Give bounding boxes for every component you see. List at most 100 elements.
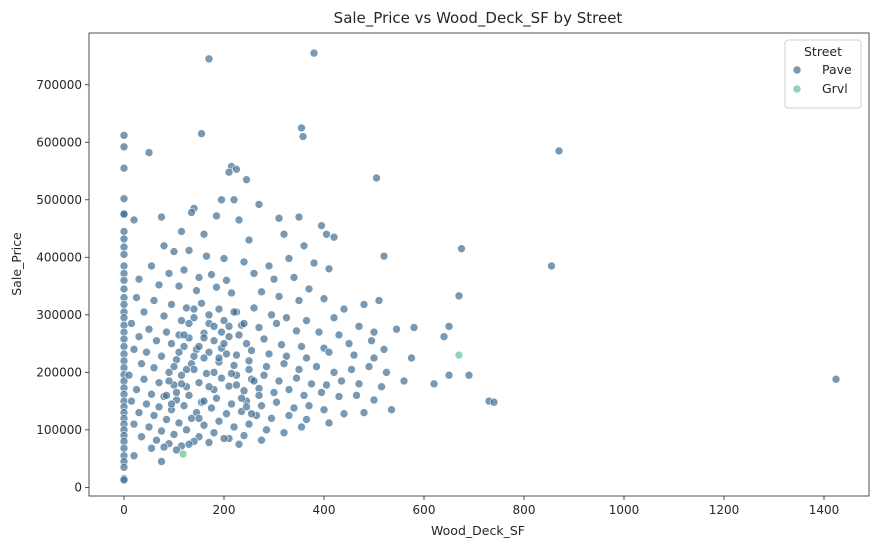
point-pave xyxy=(119,300,129,309)
point-pave xyxy=(309,48,319,58)
point-pave xyxy=(234,215,244,225)
point-pave xyxy=(177,379,186,389)
point-pave xyxy=(119,284,129,294)
y-tick-label: 100000 xyxy=(36,423,82,437)
point-pave xyxy=(202,369,211,378)
point-pave xyxy=(119,313,129,323)
point-pave xyxy=(392,324,401,334)
point-pave xyxy=(179,401,189,411)
point-grvl xyxy=(454,350,464,360)
point-pave xyxy=(219,434,229,443)
point-pave xyxy=(279,230,289,239)
point-pave xyxy=(179,330,189,340)
point-pave xyxy=(197,129,206,138)
point-pave xyxy=(359,300,369,309)
point-pave xyxy=(409,323,419,332)
point-pave xyxy=(257,435,266,445)
legend-label-pave: Pave xyxy=(822,62,852,77)
x-tick-label: 1200 xyxy=(709,503,740,517)
x-tick-label: 0 xyxy=(120,503,128,517)
point-pave xyxy=(172,388,181,397)
x-axis: 0 200 400 600 800 1000 1200 1400 xyxy=(120,496,839,517)
point-pave xyxy=(119,142,129,152)
point-pave xyxy=(119,131,129,140)
point-pave xyxy=(239,386,249,396)
point-pave xyxy=(317,388,326,397)
point-pave xyxy=(324,418,334,428)
point-pave xyxy=(157,212,166,222)
point-pave xyxy=(489,397,499,407)
point-pave xyxy=(264,349,274,359)
point-pave xyxy=(162,391,171,400)
y-tick-label: 600000 xyxy=(36,135,82,149)
point-pave xyxy=(119,334,129,344)
point-pave xyxy=(277,340,286,350)
point-pave xyxy=(119,475,129,485)
point-pave xyxy=(309,258,319,268)
point-pave xyxy=(119,276,129,285)
point-pave xyxy=(144,324,154,334)
point-pave xyxy=(174,418,184,428)
point-pave xyxy=(294,365,304,374)
point-pave xyxy=(229,361,239,370)
point-pave xyxy=(184,319,194,328)
point-pave xyxy=(322,230,331,239)
point-pave xyxy=(189,351,199,361)
point-pave xyxy=(279,428,289,438)
point-pave xyxy=(464,370,474,380)
x-tick-label: 600 xyxy=(413,503,436,517)
point-pave xyxy=(167,399,176,409)
point-pave xyxy=(162,327,171,337)
point-pave xyxy=(129,451,139,461)
point-pave xyxy=(249,376,259,386)
point-pave xyxy=(217,195,226,205)
point-pave xyxy=(244,419,254,429)
point-pave xyxy=(239,319,249,328)
point-pave xyxy=(262,362,271,371)
point-pave xyxy=(174,281,184,291)
point-pave xyxy=(444,322,454,331)
point-pave xyxy=(142,399,151,409)
point-pave xyxy=(119,261,129,271)
point-pave xyxy=(244,235,254,245)
point-pave xyxy=(202,251,211,261)
point-pave xyxy=(232,380,241,390)
point-pave xyxy=(209,428,219,438)
point-pave xyxy=(367,336,376,346)
point-pave xyxy=(214,304,224,314)
point-pave xyxy=(119,250,129,259)
point-pave xyxy=(129,215,139,225)
point-pave xyxy=(377,382,386,392)
point-pave xyxy=(249,269,259,278)
point-pave xyxy=(134,274,144,284)
point-pave xyxy=(129,419,139,429)
point-pave xyxy=(294,296,304,305)
point-pave xyxy=(302,353,311,363)
y-axis: 0 100000 200000 300000 400000 500000 600000 700… xyxy=(36,78,89,494)
point-pave xyxy=(547,261,556,271)
point-pave xyxy=(312,362,321,371)
point-pave xyxy=(284,254,294,263)
point-pave xyxy=(344,339,354,348)
point-pave xyxy=(177,316,186,325)
point-pave xyxy=(157,457,166,466)
point-pave xyxy=(194,414,204,423)
y-tick-label: 500000 xyxy=(36,193,82,207)
point-pave xyxy=(199,230,209,239)
point-pave xyxy=(219,316,229,325)
point-pave xyxy=(142,347,151,357)
point-pave xyxy=(212,211,221,221)
point-pave xyxy=(292,326,301,336)
point-pave xyxy=(304,401,314,411)
point-pave xyxy=(269,388,279,397)
point-pave xyxy=(119,234,129,244)
point-pave xyxy=(242,175,251,184)
x-tick-label: 800 xyxy=(513,503,536,517)
point-pave xyxy=(182,365,191,374)
point-pave xyxy=(187,414,196,423)
point-pave xyxy=(154,402,164,412)
point-pave xyxy=(164,376,174,386)
point-pave xyxy=(334,392,344,401)
point-pave xyxy=(284,385,294,394)
x-tick-label: 200 xyxy=(213,503,236,517)
